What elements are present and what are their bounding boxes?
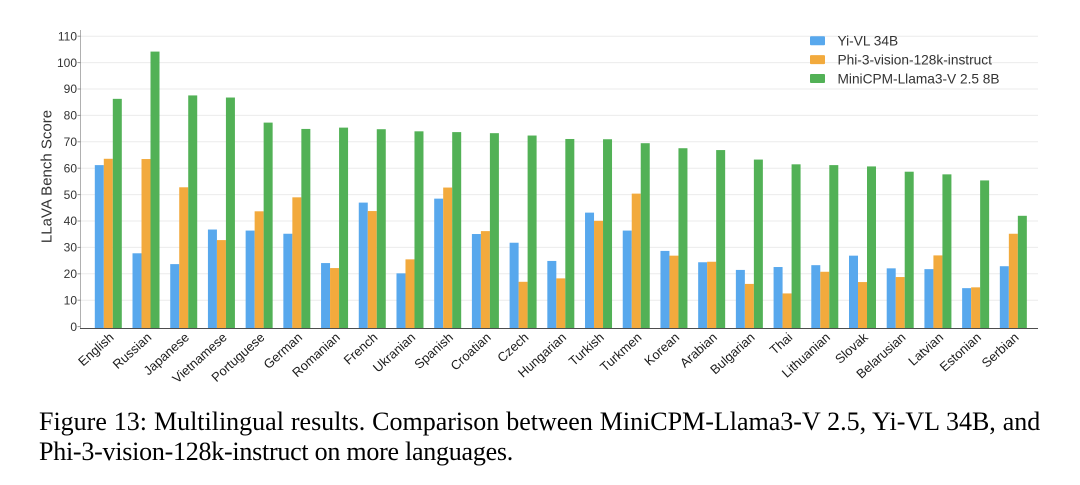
svg-text:Phi-3-vision-128k-instruct: Phi-3-vision-128k-instruct <box>838 52 993 67</box>
svg-text:Turkmen: Turkmen <box>597 330 644 375</box>
svg-text:20: 20 <box>64 267 78 281</box>
svg-text:80: 80 <box>64 109 78 123</box>
svg-text:Thai: Thai <box>767 330 796 358</box>
svg-text:LLaVA Bench Score: LLaVA Bench Score <box>39 110 56 243</box>
svg-text:Yi-VL 34B: Yi-VL 34B <box>838 34 899 49</box>
svg-text:Korean: Korean <box>641 330 682 369</box>
svg-text:Ukranian: Ukranian <box>370 330 418 376</box>
svg-text:Serbian: Serbian <box>979 330 1022 371</box>
svg-text:30: 30 <box>64 241 78 255</box>
svg-text:70: 70 <box>64 135 78 149</box>
svg-text:90: 90 <box>64 82 78 96</box>
svg-text:Estonian: Estonian <box>937 330 984 375</box>
svg-text:Croatian: Croatian <box>447 330 493 374</box>
svg-text:English: English <box>75 330 116 369</box>
svg-text:110: 110 <box>58 29 77 43</box>
svg-text:MiniCPM-Llama3-V 2.5 8B: MiniCPM-Llama3-V 2.5 8B <box>838 71 1000 86</box>
svg-text:40: 40 <box>64 214 78 228</box>
svg-text:50: 50 <box>64 188 78 202</box>
svg-text:0: 0 <box>70 320 77 334</box>
svg-text:10: 10 <box>64 293 78 307</box>
svg-text:60: 60 <box>64 161 78 175</box>
svg-text:100: 100 <box>57 56 77 70</box>
